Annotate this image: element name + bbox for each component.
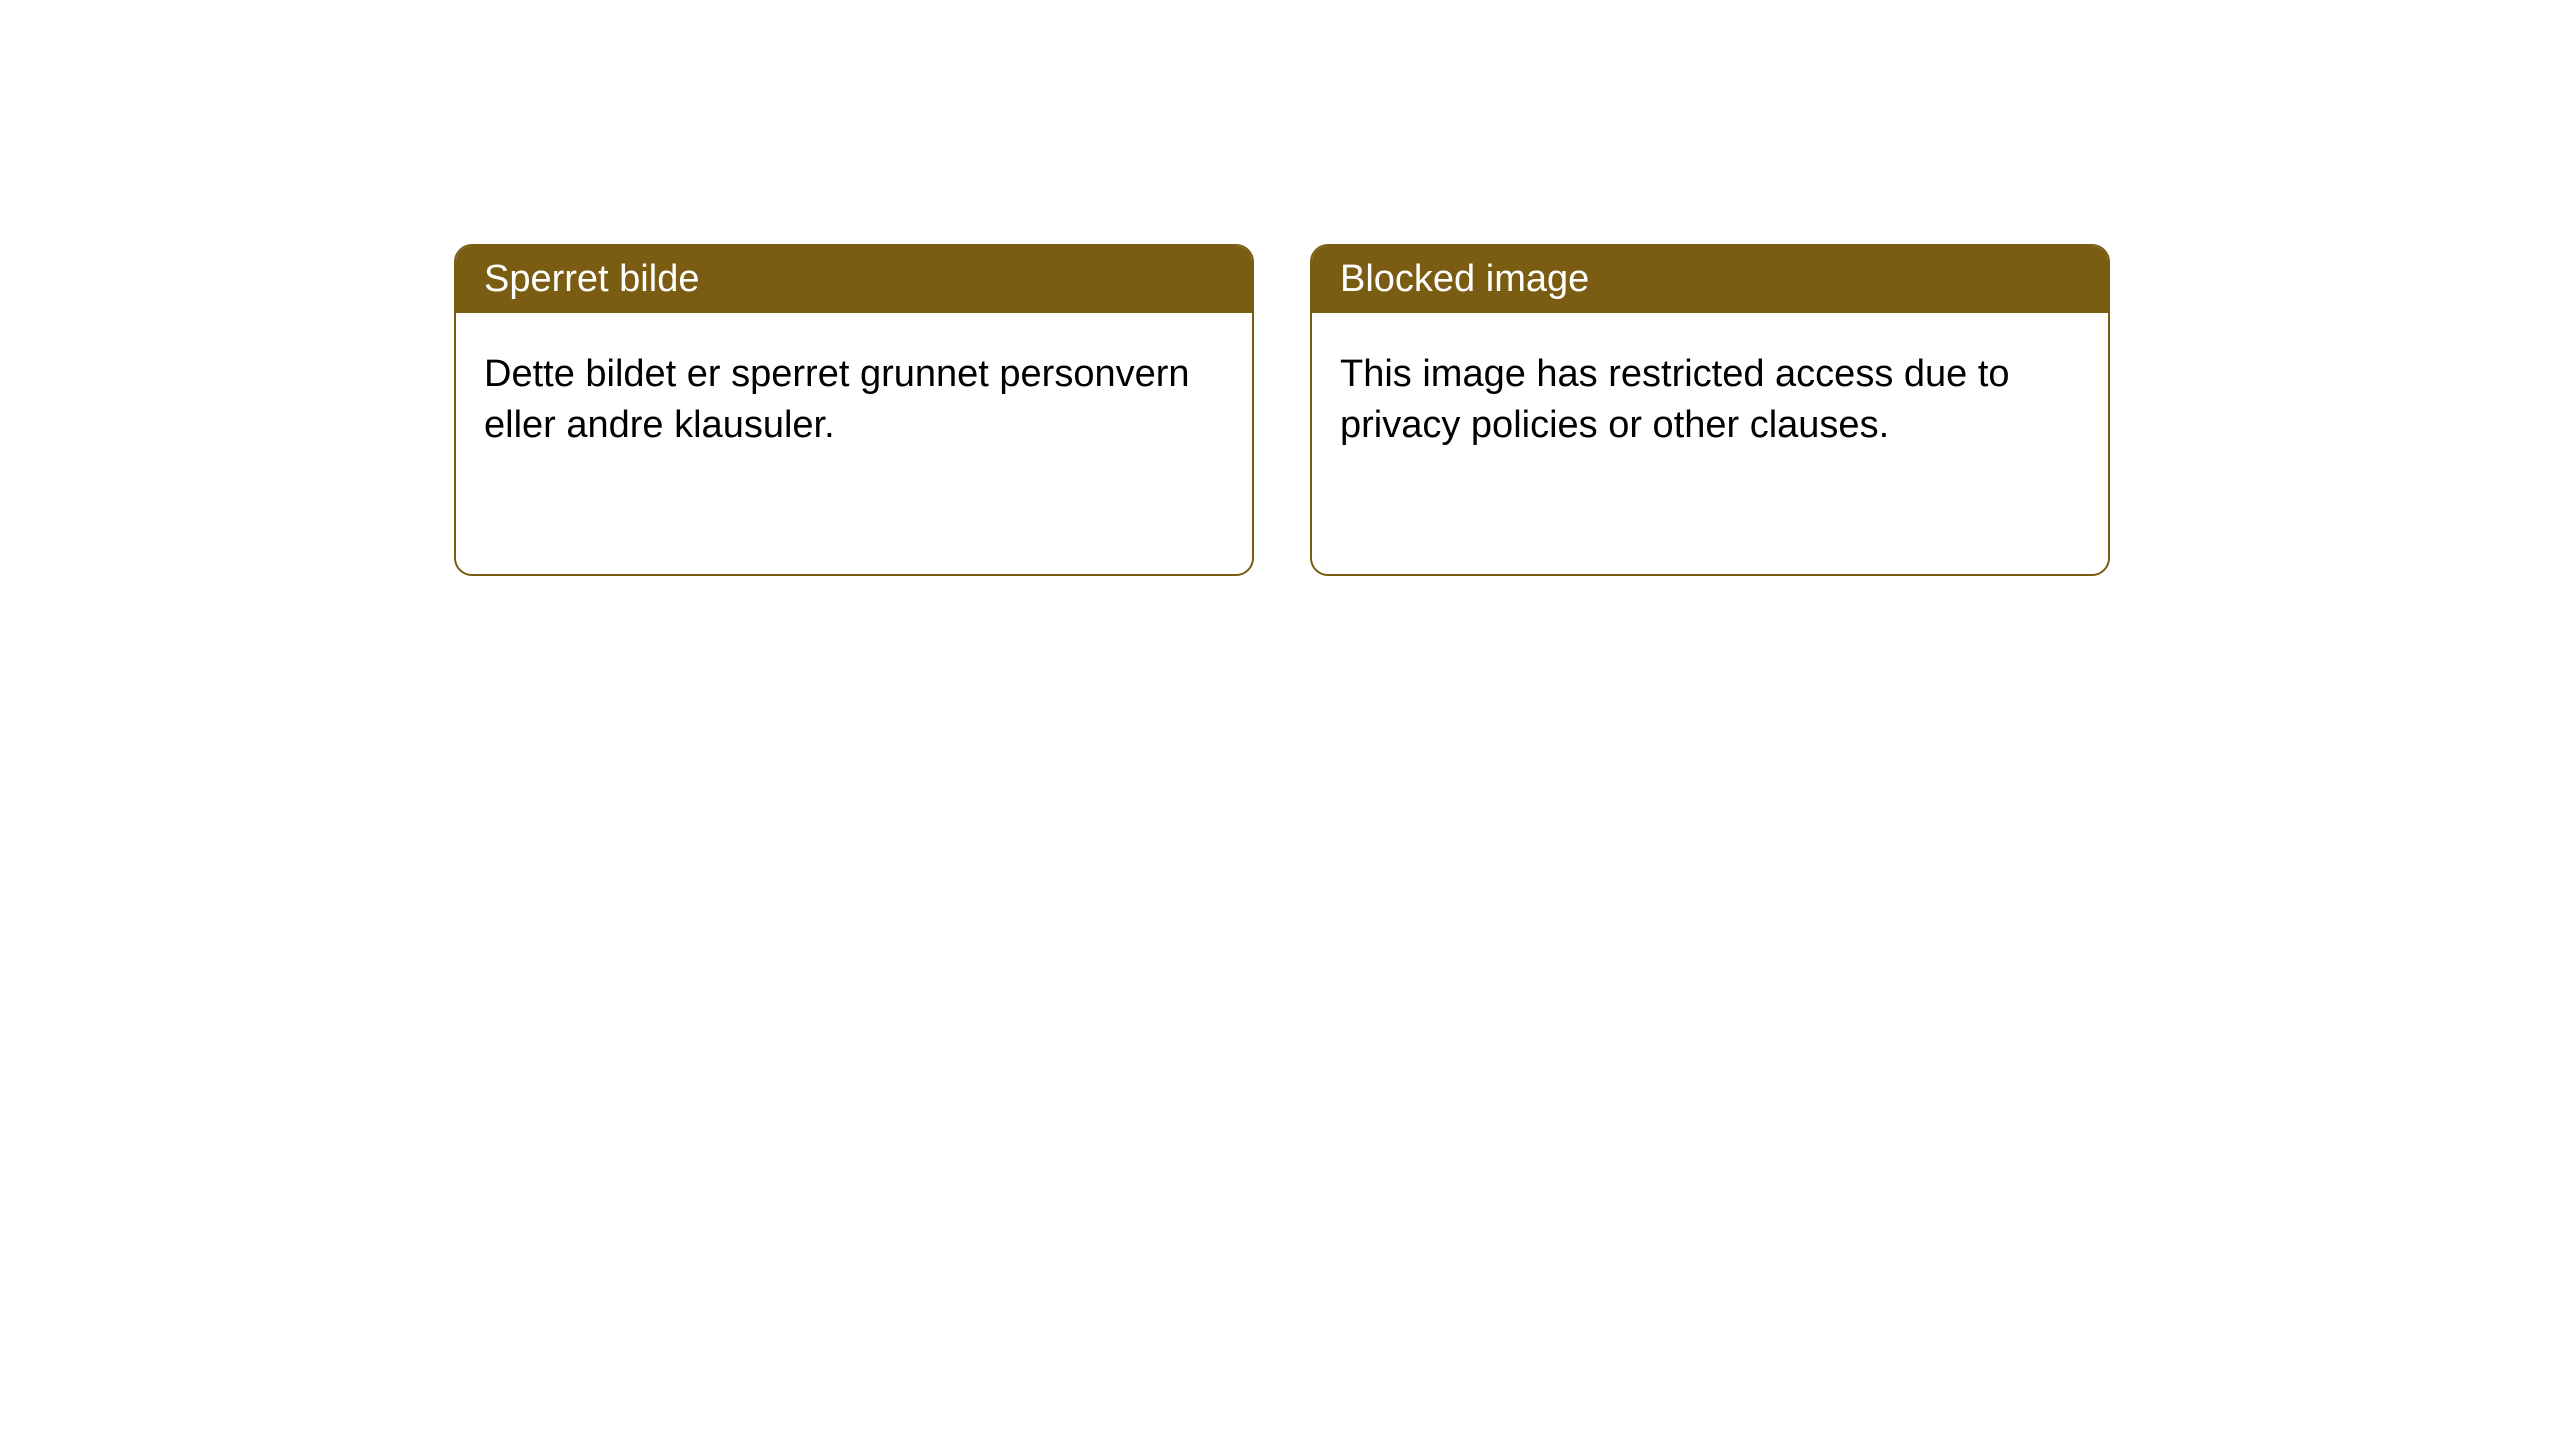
notice-header-text-en: Blocked image bbox=[1340, 258, 1589, 300]
notice-body-text-en: This image has restricted access due to … bbox=[1340, 353, 2010, 446]
notice-body-no: Dette bildet er sperret grunnet personve… bbox=[456, 313, 1252, 488]
cards-container: Sperret bilde Dette bildet er sperret gr… bbox=[454, 244, 2110, 576]
notice-body-en: This image has restricted access due to … bbox=[1312, 313, 2108, 488]
notice-header-no: Sperret bilde bbox=[456, 246, 1252, 313]
notice-header-text-no: Sperret bilde bbox=[484, 258, 699, 300]
notice-body-text-no: Dette bildet er sperret grunnet personve… bbox=[484, 353, 1190, 446]
notice-card-no: Sperret bilde Dette bildet er sperret gr… bbox=[454, 244, 1254, 576]
notice-card-en: Blocked image This image has restricted … bbox=[1310, 244, 2110, 576]
notice-header-en: Blocked image bbox=[1312, 246, 2108, 313]
